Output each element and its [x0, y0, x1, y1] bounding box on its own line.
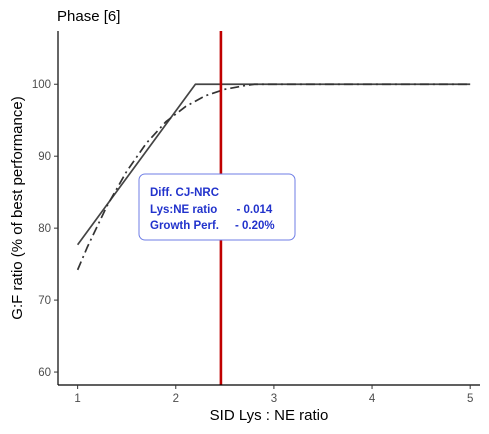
x-axis-ticks: 1 2 3 4 5: [74, 385, 473, 405]
x-axis-title: SID Lys : NE ratio: [210, 407, 329, 424]
y-tick-label: 60: [38, 367, 51, 379]
annotation-border: [138, 173, 296, 241]
x-tick-label: 2: [173, 393, 179, 405]
annotation-box: Diff. CJ-NRC Lys:NE ratio - 0.014 Growth…: [138, 173, 296, 241]
chart-title: Phase [6]: [57, 8, 120, 25]
y-tick-label: 100: [32, 79, 51, 91]
annotation-line-2: Lys:NE ratio - 0.014: [150, 204, 273, 216]
x-tick-label: 1: [74, 393, 80, 405]
series-line-1: [76, 83, 471, 246]
annotation-line-3: Growth Perf. - 0.20%: [150, 220, 275, 232]
x-tick-label: 4: [369, 393, 376, 405]
series-line-2: [76, 83, 471, 271]
x-tick-label: 3: [271, 393, 277, 405]
y-tick-label: 90: [38, 151, 51, 163]
y-axis-title: G:F ratio (% of best performance): [9, 96, 26, 319]
annotation-line-1: Diff. CJ-NRC: [150, 187, 219, 199]
y-tick-label: 80: [38, 223, 51, 235]
x-tick-label: 5: [467, 393, 473, 405]
y-axis-ticks: 60 70 80 90 100: [32, 79, 58, 379]
y-tick-label: 70: [38, 295, 51, 307]
